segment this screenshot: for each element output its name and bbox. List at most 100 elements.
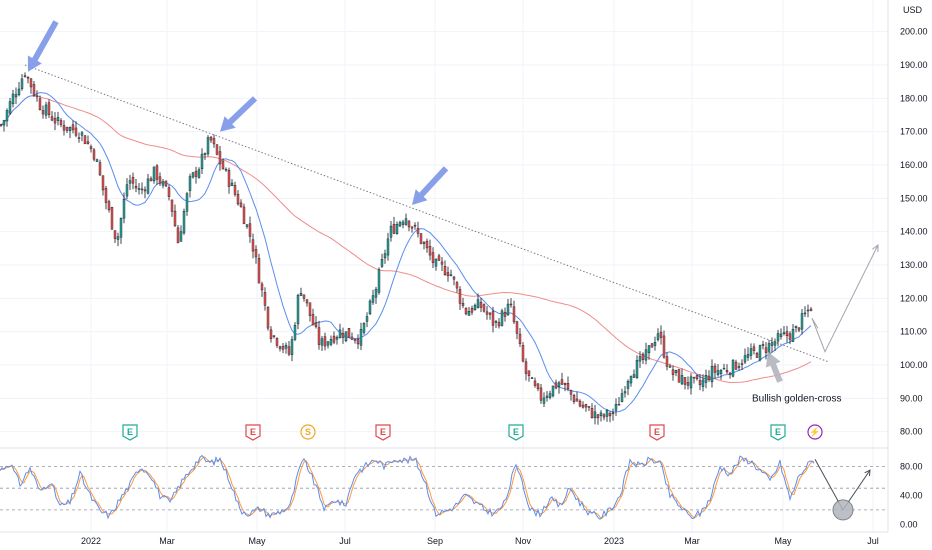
badge-label: ⚡ [809,426,820,438]
badge-label: E [250,427,256,437]
chart-annotations: Bullish golden-cross [752,394,842,405]
candle [74,121,78,138]
candle [107,199,111,213]
candle [512,300,516,325]
candle [140,182,144,195]
earnings-badge[interactable]: E [770,424,786,441]
candle [95,158,99,162]
candle [461,297,465,309]
candle [53,112,57,131]
candle [728,371,732,379]
candle [59,118,63,128]
price-tick-label: 150.00 [900,193,928,203]
candle [191,172,195,179]
candle [242,203,246,225]
candle [770,337,774,353]
badge-label: E [513,427,519,437]
price-tick-label: 120.00 [900,293,928,303]
candle [605,409,609,422]
candle [275,337,279,348]
earnings-badge[interactable]: E [508,424,524,441]
candle [788,331,792,345]
candle [716,363,720,377]
candle [410,226,414,233]
candle [269,326,273,343]
candle [539,383,543,404]
candle [35,90,39,102]
candle [800,309,804,335]
earnings-badge[interactable]: E [122,424,138,441]
candle [608,411,612,423]
candle [17,82,21,97]
projection-branch [811,318,819,329]
candle [344,331,348,343]
time-axis[interactable]: 2022 Mar May Jul Sep Nov 2023 Mar May Jul [81,536,879,546]
candle [11,89,15,108]
candle [473,303,477,311]
annotation-label: Bullish golden-cross [752,394,842,405]
candle [92,148,96,162]
candle [233,181,237,197]
candle [677,368,681,383]
candle [254,245,258,264]
candle [341,327,345,344]
price-axis[interactable]: USD 80.00 90.00 100.00 110.00 120.00 130.00 14… [900,5,928,437]
callout-arrow [412,166,449,205]
candle [431,247,435,268]
earnings-badge[interactable]: E [245,424,261,441]
candle [515,320,519,340]
earnings-badge[interactable]: E [375,424,391,441]
candle [440,257,444,272]
candle [218,146,222,171]
candle [659,325,663,345]
candle [122,192,126,224]
candle [419,233,423,245]
candle [695,374,699,381]
candle [587,406,591,412]
candle [503,307,507,322]
candle [41,105,45,119]
price-tick-label: 180.00 [900,93,928,103]
oscillator-axis[interactable]: 0.00 40.00 80.00 [900,461,923,529]
price-tick-label: 100.00 [900,360,928,370]
candle [569,389,573,401]
candle [401,219,405,229]
candle [737,362,741,371]
candle [509,298,513,308]
candle [803,306,807,318]
split-badge[interactable]: S [300,424,316,440]
projection-path [811,244,879,353]
time-tick-label: Jul [867,536,879,546]
candle [155,164,159,185]
candle [263,287,267,311]
event-badges: E E S E E E E ⚡ [122,424,823,441]
candle [383,249,387,264]
resistance-trendline [24,64,829,363]
candle [632,369,636,378]
price-tick-label: 80.00 [900,427,923,437]
candle [239,199,243,208]
candle [164,180,168,188]
candle [200,148,204,175]
candle [785,325,789,343]
candle [167,184,171,201]
candle [350,332,354,341]
candle [623,385,627,398]
candle [533,377,537,388]
candle [215,144,219,156]
candle [329,335,333,347]
candle [641,352,645,364]
candle [425,238,429,253]
candle [251,233,255,259]
candle [5,108,9,127]
time-tick-label: 2022 [81,536,101,546]
candle [386,232,390,261]
price-tick-label: 90.00 [900,393,923,403]
slow-ma-line [0,95,812,383]
candle [593,404,597,425]
earnings-badge[interactable]: E [649,424,665,441]
candle [590,403,594,419]
candle [266,306,270,331]
candle [497,318,501,329]
special-badge[interactable]: ⚡ [807,424,823,440]
